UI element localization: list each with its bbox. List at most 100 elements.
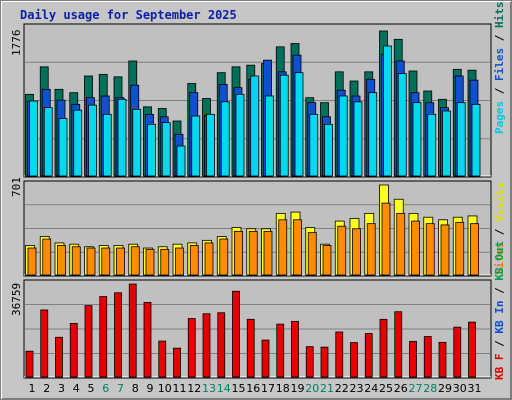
day-label-15: 15 [232,382,246,395]
sites-bar-day-30 [455,221,465,276]
day-label-13: 13 [202,382,216,395]
bottom-panel-legend: KB F / KB In / KB Out [493,240,506,381]
kbf-bar-day-26 [394,311,403,378]
bottom-legend-part-5: KB Out [493,240,506,281]
day-label-1: 1 [29,382,36,395]
chart-title: Daily usage for September 2025 [20,8,237,22]
bottom-legend-part-3: KB In [493,300,506,334]
pages-bar-day-1 [29,100,38,177]
kbf-bar-day-22 [335,331,344,378]
sites-bar-day-19 [293,219,302,276]
pages-bar-day-29 [442,110,451,177]
pages-bar-day-2 [43,107,53,177]
kbf-bar-day-31 [468,321,476,378]
day-label-22: 22 [335,382,349,395]
sites-bar-day-15 [234,230,243,276]
sites-bar-day-17 [263,230,273,276]
day-label-31: 31 [468,382,482,395]
sites-bar-day-25 [381,202,391,276]
pages-bar-day-13 [206,113,215,177]
kbf-bar-day-24 [364,333,373,378]
kbf-bar-day-10 [158,340,167,378]
sites-bar-day-4 [71,246,81,276]
sites-bar-day-23 [352,228,361,276]
top-legend-part-4: / [493,28,506,48]
pages-bar-day-10 [161,122,171,177]
kbf-bar-day-1 [25,350,34,378]
sites-bar-day-5 [86,247,96,276]
top-legend-part-5: Hits [493,1,506,29]
sites-bar-day-13 [204,242,214,276]
pages-bar-day-15 [235,93,245,177]
day-label-2: 2 [43,382,50,395]
bottom-legend-part-2: / [493,333,506,354]
pages-bar-day-26 [397,73,407,177]
pages-bar-day-24 [368,92,378,177]
day-label-27: 27 [409,382,423,395]
day-label-4: 4 [73,382,80,395]
day-label-11: 11 [173,382,187,395]
sites-bar-day-18 [278,219,288,276]
day-label-7: 7 [117,382,124,395]
pages-bar-day-21 [324,123,333,177]
kbf-bar-day-27 [409,340,417,378]
day-label-18: 18 [276,382,290,395]
sites-bar-day-10 [160,248,170,276]
day-label-29: 29 [438,382,452,395]
kbf-bar-day-3 [55,336,63,378]
pages-bar-day-30 [456,102,466,177]
kbf-bar-day-15 [232,290,240,378]
kbf-bar-day-23 [350,342,358,378]
pages-bar-day-22 [338,95,348,177]
bottom-legend-part-1: KB F [493,353,506,381]
pages-bar-day-19 [294,72,304,177]
day-label-10: 10 [158,382,172,395]
day-label-20: 20 [305,382,319,395]
pages-bar-day-8 [132,108,142,177]
day-label-3: 3 [58,382,65,395]
sites-bar-day-8 [130,246,140,276]
kbf-bar-day-19 [291,320,299,378]
pages-bar-day-20 [309,113,319,177]
bottom-legend-part-4: / [493,280,506,301]
sites-bar-day-7 [116,247,125,276]
kbf-bar-day-12 [187,318,196,378]
day-label-23: 23 [350,382,364,395]
kbf-bar-day-20 [305,346,314,378]
middle-max-label: 701 [10,177,23,197]
bottom-max-label: 36759 [10,282,23,316]
sites-bar-day-16 [248,230,258,276]
sites-bar-day-26 [396,212,406,276]
pages-bar-day-11 [176,145,186,177]
day-label-9: 9 [147,382,154,395]
sites-bar-day-28 [425,223,435,276]
sites-bar-day-12 [189,245,199,276]
pages-bar-day-7 [117,98,127,177]
kbf-bar-day-21 [320,346,329,378]
kbf-bar-day-8 [128,283,137,378]
kbf-bar-day-30 [453,326,462,378]
pages-bar-day-14 [220,101,230,177]
kbf-bar-day-29 [438,341,447,378]
day-label-8: 8 [132,382,139,395]
day-label-12: 12 [187,382,201,395]
sites-bar-day-2 [42,238,52,276]
sites-bar-day-1 [27,247,37,276]
pages-bar-day-3 [58,118,68,177]
day-label-14: 14 [217,382,231,395]
kbf-bar-day-4 [69,322,78,378]
kbf-bar-day-18 [276,323,285,378]
pages-bar-day-9 [147,123,156,177]
kbf-bar-day-9 [143,301,152,378]
pages-bar-day-17 [265,95,274,177]
day-label-25: 25 [379,382,393,395]
kbf-bar-day-2 [40,309,49,378]
kbf-bar-day-13 [202,313,211,378]
kbf-bar-day-28 [423,336,432,378]
top-legend-part-2: / [493,81,506,101]
day-label-6: 6 [102,382,109,395]
pages-bar-day-25 [383,45,392,177]
pages-bar-day-31 [471,103,481,177]
sites-bar-day-24 [366,223,376,276]
